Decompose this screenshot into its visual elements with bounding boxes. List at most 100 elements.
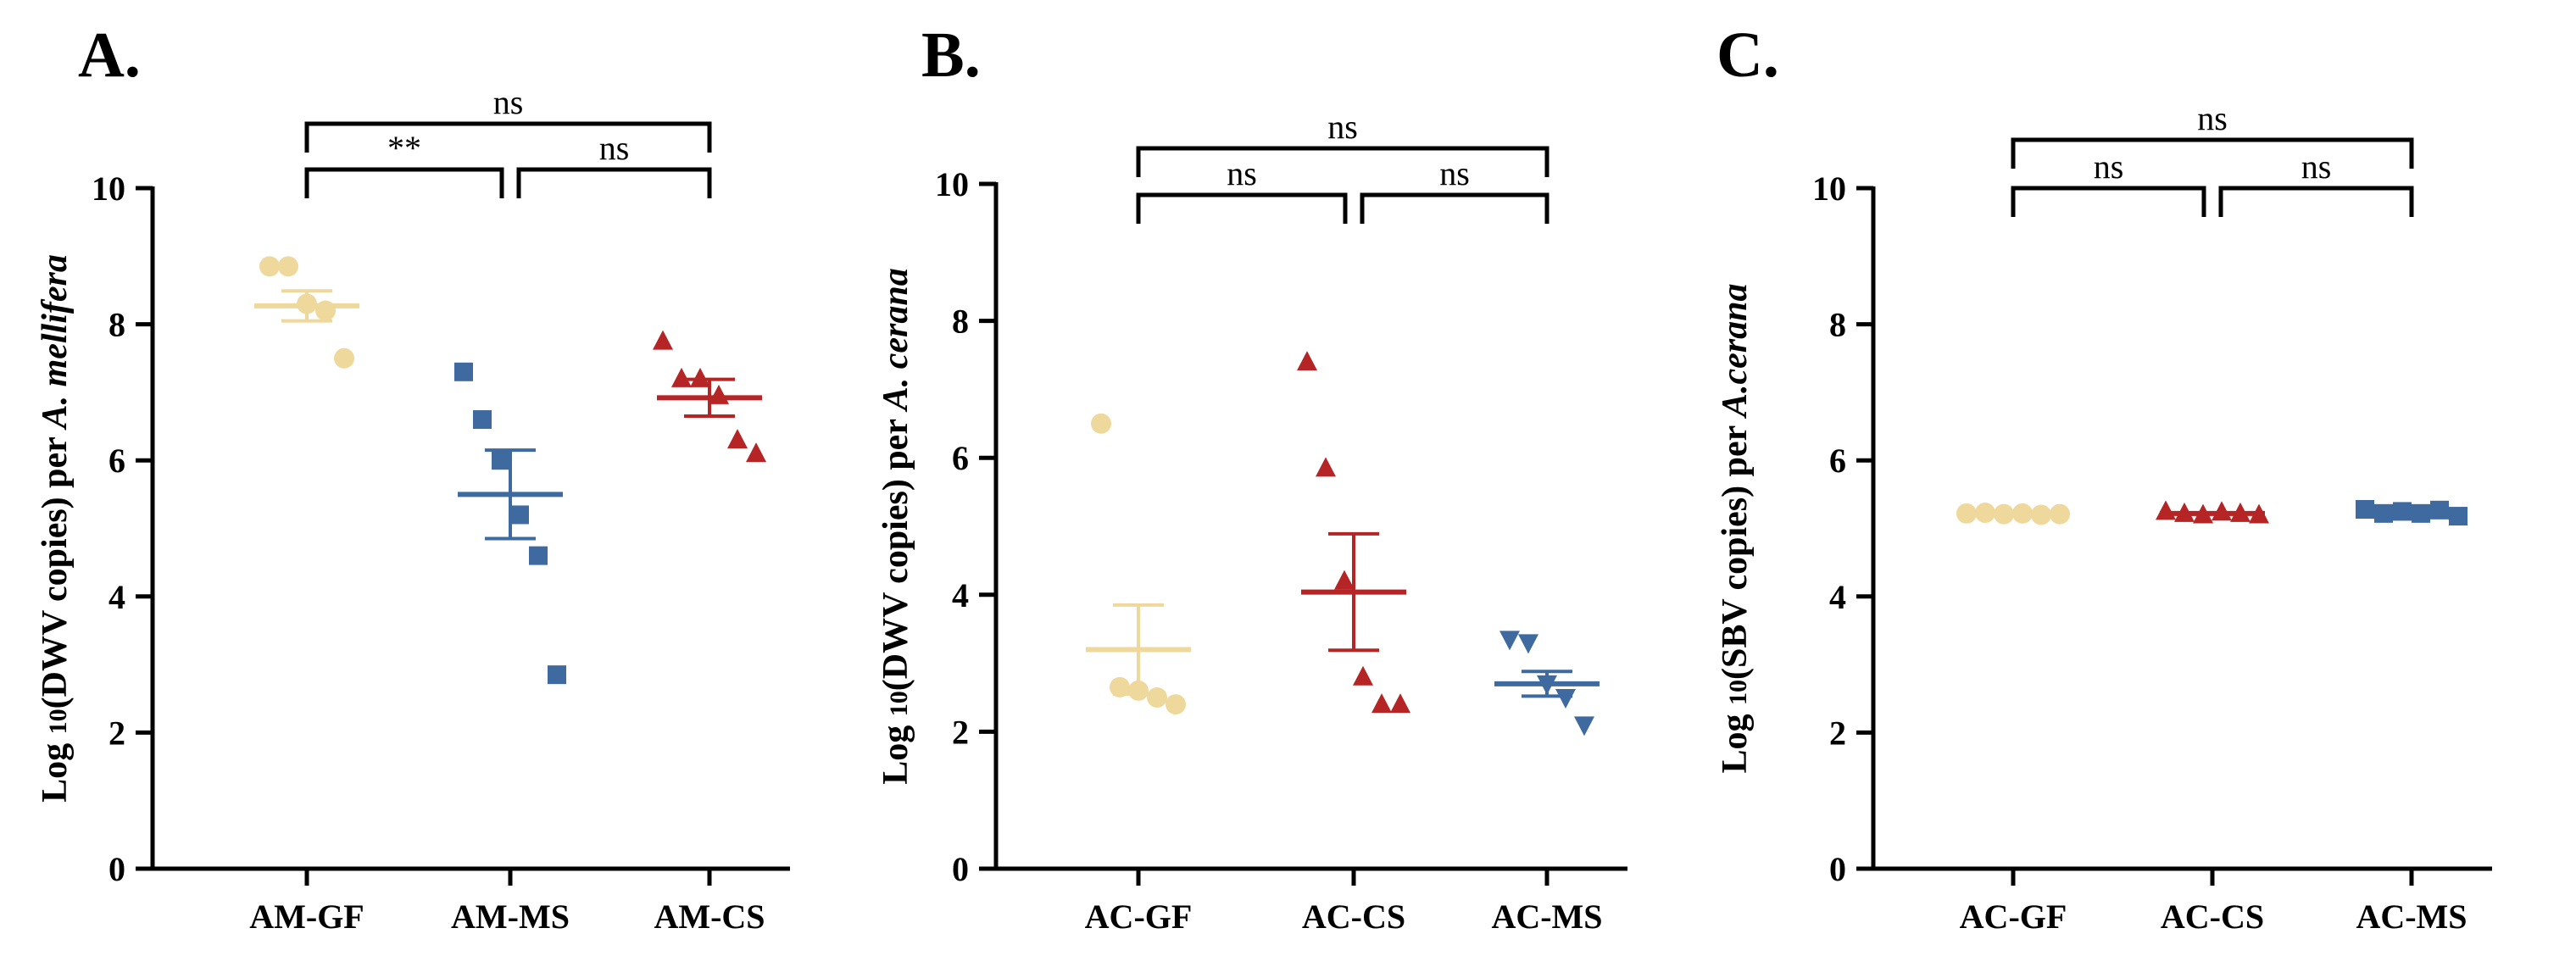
y-tick-label: 4 <box>1829 578 1846 616</box>
category-label: AM-CS <box>654 898 765 936</box>
significance-bracket <box>1360 192 1549 224</box>
data-point <box>2430 500 2449 520</box>
data-point <box>315 300 336 321</box>
data-point <box>2156 500 2176 520</box>
significance-bracket <box>1136 146 1549 177</box>
data-point <box>334 347 354 369</box>
data-point <box>2374 503 2393 523</box>
significance-label: ns <box>2197 99 2228 137</box>
y-tick-label: 8 <box>1829 306 1846 344</box>
y-tick-label: 2 <box>1829 714 1846 752</box>
data-point <box>1499 631 1520 651</box>
data-point <box>2412 503 2430 523</box>
y-tick-label: 2 <box>108 714 125 752</box>
data-point <box>2174 502 2195 522</box>
significance-bracket <box>2011 186 2206 217</box>
y-tick-label: 10 <box>1812 170 1846 208</box>
data-point <box>1537 675 1557 695</box>
data-point <box>1555 689 1576 709</box>
series-AC-CS <box>2156 500 2269 524</box>
data-point <box>727 429 748 449</box>
data-point <box>1334 570 1355 590</box>
data-point <box>671 367 692 387</box>
panel-label: A. <box>78 19 141 91</box>
data-point <box>1371 693 1392 714</box>
data-point <box>529 546 548 565</box>
data-point <box>1518 634 1538 654</box>
data-point <box>2230 502 2251 522</box>
data-point <box>297 293 317 314</box>
series-AC-GF <box>1956 503 2070 525</box>
panel-2: B. 0 2 4 6 8 10 AC-GF AC-CS AC-MS Log 10(DWV copie… <box>876 19 1627 936</box>
series-AC-CS <box>1297 351 1410 714</box>
data-point <box>1574 716 1594 736</box>
y-tick-label: 10 <box>92 170 125 208</box>
y-tick-label: 6 <box>108 442 125 480</box>
data-point <box>454 362 473 381</box>
data-point <box>1110 676 1130 697</box>
y-tick-label: 6 <box>1829 442 1846 480</box>
y-tick-label: 0 <box>1829 850 1846 888</box>
data-point <box>2031 504 2051 525</box>
y-axis-label: Log 10(DWV copies) per A. cerana <box>876 268 915 784</box>
category-label: AC-MS <box>2356 898 2467 936</box>
category-label: AC-CS <box>2161 898 2264 936</box>
series-AM-GF <box>254 256 359 369</box>
panel-label: C. <box>1716 19 1779 91</box>
data-point <box>1390 693 1410 714</box>
y-tick-label: 8 <box>952 303 969 341</box>
data-point <box>690 367 710 387</box>
y-tick-label: 10 <box>935 165 969 203</box>
data-point <box>1353 665 1373 686</box>
data-point <box>492 451 510 470</box>
significance-bracket <box>304 167 504 198</box>
data-point <box>1091 413 1111 434</box>
data-point <box>259 256 280 277</box>
category-label: AC-GF <box>1085 898 1193 936</box>
series-AM-CS <box>653 330 766 463</box>
data-point <box>510 505 529 525</box>
category-label: AC-MS <box>1491 898 1602 936</box>
data-point <box>1128 680 1149 701</box>
data-point <box>2449 507 2468 526</box>
category-label: AC-CS <box>1302 898 1405 936</box>
category-label: AM-MS <box>451 898 570 936</box>
data-point <box>2012 503 2033 524</box>
y-tick-label: 0 <box>952 850 969 888</box>
y-tick-label: 6 <box>952 439 969 477</box>
data-point <box>2356 500 2374 520</box>
data-point <box>1147 687 1167 708</box>
significance-label: ** <box>387 129 421 167</box>
significance-label: ns <box>2301 147 2332 186</box>
significance-bracket <box>516 167 712 198</box>
series-AC-MS <box>2356 500 2468 526</box>
significance-label: ns <box>1439 154 1470 192</box>
data-point <box>1166 694 1186 715</box>
y-tick-label: 4 <box>108 578 125 616</box>
y-axis-label: Log 10(DWV copies) per A. mellifera <box>36 254 75 803</box>
series-AM-MS <box>454 362 566 685</box>
data-point <box>473 410 492 430</box>
y-tick-label: 0 <box>108 850 125 888</box>
panel-1: A. 0 2 4 6 8 10 AM-GF AM-MS AM-CS Log 10(DWV copie… <box>36 19 790 936</box>
data-point <box>746 442 766 463</box>
category-label: AC-GF <box>1960 898 2067 936</box>
series-AC-MS <box>1494 631 1600 736</box>
data-point <box>709 384 729 404</box>
significance-label: ns <box>599 129 630 167</box>
significance-bracket <box>304 121 712 153</box>
y-axis-label: Log 10(SBV copies) per A.cerana <box>1716 284 1755 774</box>
significance-label: ns <box>493 83 524 121</box>
data-point <box>2249 503 2269 524</box>
data-point <box>548 665 566 685</box>
data-point <box>2193 503 2213 524</box>
panel-3: C. 0 2 4 6 8 10 AC-GF AC-CS AC-MS Log 10(SBV copie… <box>1716 19 2492 936</box>
data-point <box>1297 351 1317 371</box>
significance-bracket <box>2011 137 2414 169</box>
significance-label: ns <box>2094 147 2124 186</box>
significance-bracket <box>1136 192 1348 224</box>
data-point <box>2212 501 2232 521</box>
data-point <box>278 256 298 277</box>
y-tick-label: 8 <box>108 306 125 344</box>
